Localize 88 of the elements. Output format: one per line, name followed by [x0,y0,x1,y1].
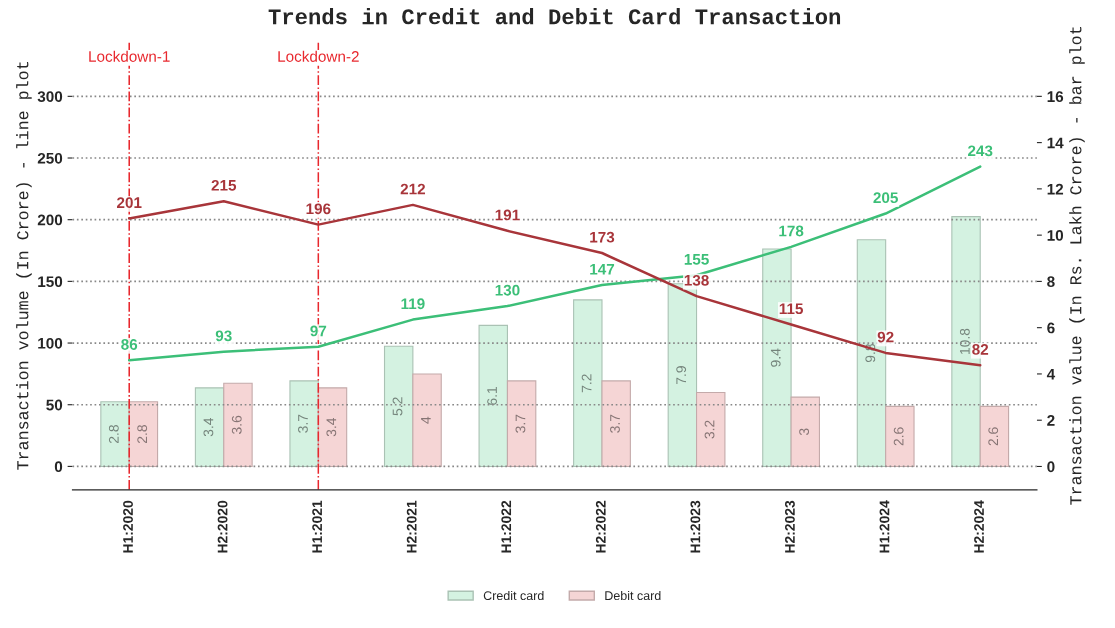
bar [790,396,821,468]
legend-label: Debit card [605,590,661,601]
data-label: 2.6 [893,427,904,446]
data-label: 3.2 [704,420,715,439]
y2-tick-label: 2 [1047,415,1055,426]
ref-line-label: Lockdown-1 [89,50,170,62]
data-label: 9.4 [770,348,781,367]
x-tick-label: H2:2023 [785,500,795,553]
data-label: 212 [400,183,426,195]
y-axis-title: Transaction volume (In Crore) - line plot [16,62,32,470]
y2-tick-label: 6 [1047,322,1055,334]
data-label: 155 [684,254,709,265]
y2-tick-label: 16 [1047,91,1064,103]
x-tick-label: H1:2020 [123,500,133,553]
data-label: 115 [779,303,803,315]
data-label: 243 [968,145,993,157]
y-tick-label: 250 [37,152,63,164]
y-tick-label: 300 [37,91,63,103]
bar [885,405,915,468]
data-label: 82 [972,344,989,355]
y2-tick-label: 12 [1047,183,1064,195]
data-label: 3.4 [326,417,337,437]
y2-tick-label: 0 [1047,461,1055,473]
bar [506,380,537,468]
data-label: 147 [590,263,615,275]
y-tick-label: 200 [37,214,63,226]
x-tick-label: H1:2021 [312,500,323,553]
x-tick-label: H1:2023 [690,500,701,553]
bar [601,380,631,468]
data-label: 7.9 [676,366,687,385]
y2-tick-label: 8 [1047,276,1055,288]
data-label: 3.7 [610,414,620,433]
data-label: 3 [799,428,810,436]
x-tick-label: H1:2022 [501,500,512,553]
y2-tick-label: 10 [1047,230,1064,241]
data-label: 10.8 [959,328,970,355]
chart-title: Trends in Credit and Debit Card Transaction [268,8,841,25]
data-label: 2.8 [137,425,148,444]
data-label: 173 [590,231,615,243]
data-label: 3.7 [298,414,308,433]
data-label: 119 [401,298,425,310]
x-tick-label: H2:2021 [406,500,417,553]
y-tick-label: 100 [38,337,63,349]
data-label: 2.8 [108,425,119,444]
data-label: 3.6 [231,415,242,434]
bar [478,324,508,468]
data-label: 93 [215,330,232,342]
data-label: 4 [421,416,431,424]
y-tick-label: 0 [54,461,63,473]
bar [223,382,253,468]
legend-label: Credit card [483,590,544,601]
x-tick-label: H2:2022 [595,500,606,553]
data-label: 130 [495,284,520,296]
y2-tick-label: 4 [1046,368,1056,380]
data-label: 138 [684,274,709,286]
x-tick-label: H2:2024 [974,500,984,553]
y2-axis-title: Transaction value (In Rs. Lakh Crore) - bar plot [1069,27,1085,505]
data-label: 3.7 [515,414,526,433]
data-label: 6.1 [487,386,497,405]
data-label: 86 [121,339,138,350]
data-label: 3.4 [203,417,214,437]
bar [695,391,726,468]
y-tick-label: 150 [38,276,63,288]
bar [979,405,1010,468]
data-label: 196 [306,203,331,215]
data-label: 7.2 [581,374,592,393]
data-label: 5.2 [392,397,403,416]
data-label: 205 [873,192,898,204]
y-tick-label: 50 [46,399,63,411]
bar [317,387,348,468]
bar [383,345,414,468]
bar [573,299,603,468]
bar [289,380,319,468]
data-label: 92 [877,331,894,343]
data-label: 2.6 [988,427,999,446]
data-label: 97 [310,325,327,337]
data-label: 215 [211,179,237,191]
data-label: 178 [779,225,804,237]
y2-tick-label: 14 [1047,137,1064,149]
data-label: 201 [116,197,142,209]
ref-line-label: Lockdown-2 [278,50,359,62]
x-tick-label: H2:2020 [217,500,228,553]
x-tick-label: H1:2024 [879,500,890,553]
bar [194,387,225,468]
bar [100,401,130,468]
bar [412,373,442,468]
bar [128,401,159,468]
data-label: 191 [495,209,520,221]
